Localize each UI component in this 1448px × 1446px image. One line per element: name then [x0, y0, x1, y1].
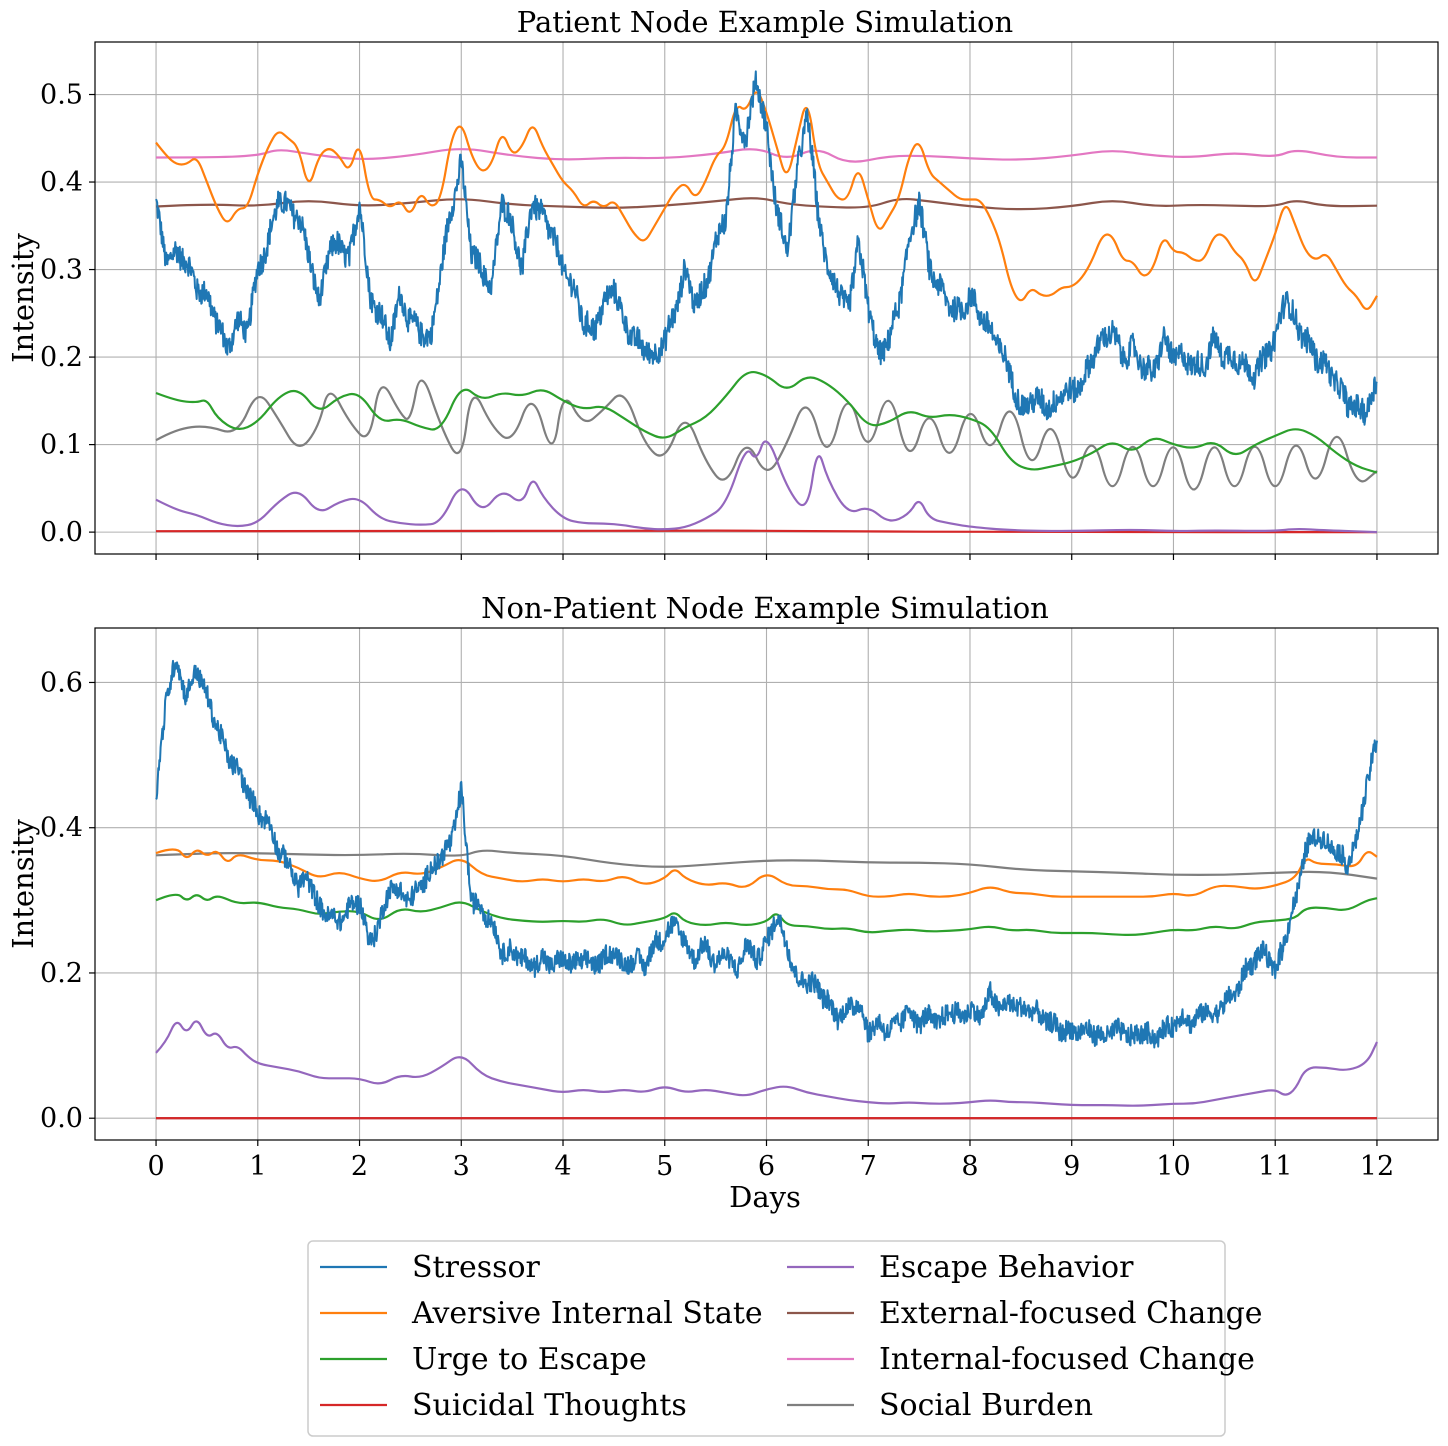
- y-tick-label: 0.0: [40, 517, 83, 548]
- legend-label-external-focused-change: External-focused Change: [879, 1296, 1263, 1331]
- y-tick-label: 0.4: [40, 167, 83, 198]
- x-tick-label: 4: [554, 1151, 571, 1182]
- bottom-ylabel: Intensity: [6, 818, 40, 948]
- y-tick-label: 0.4: [40, 813, 83, 844]
- patient-panel: Patient Node Example Simulation 0.00.10.…: [6, 5, 1439, 560]
- y-tick-label: 0.5: [40, 80, 83, 111]
- legend-entries: Stressor Aversive Internal State Urge to E…: [320, 1250, 1263, 1423]
- top-series-layer: [155, 70, 1378, 534]
- bottom-chart-title: Non-Patient Node Example Simulation: [481, 591, 1049, 625]
- legend-label-suicidal-thoughts: Suicidal Thoughts: [412, 1388, 687, 1423]
- bottom-series-stressor: [155, 659, 1378, 1049]
- legend-label-aversive-internal-state: Aversive Internal State: [411, 1296, 763, 1331]
- legend-frame: [307, 1240, 1226, 1437]
- bottom-series-aversive-internal-state: [155, 848, 1378, 898]
- y-tick-label: 0.6: [40, 667, 83, 698]
- x-tick-label: 11: [1258, 1151, 1292, 1182]
- x-tick-label: 10: [1156, 1151, 1190, 1182]
- x-tick-label: 1: [249, 1151, 266, 1182]
- x-tick-label: 9: [1063, 1151, 1080, 1182]
- y-tick-label: 0.3: [40, 255, 83, 286]
- top-xticks: [155, 554, 1378, 560]
- legend-label-escape-behavior: Escape Behavior: [879, 1250, 1134, 1285]
- y-tick-label: 0.2: [40, 342, 83, 373]
- top-series-urge-to-escape: [155, 370, 1378, 474]
- x-tick-label: 6: [758, 1151, 775, 1182]
- x-tick-label: 2: [351, 1151, 368, 1182]
- x-tick-label: 8: [961, 1151, 978, 1182]
- x-tick-label: 12: [1360, 1151, 1394, 1182]
- x-tick-label: 5: [656, 1151, 673, 1182]
- bottom-series-escape-behavior: [155, 1020, 1378, 1107]
- x-tick-label: 3: [453, 1151, 470, 1182]
- legend: Stressor Aversive Internal State Urge to E…: [307, 1240, 1263, 1437]
- bottom-xlabel: Days: [729, 1180, 801, 1214]
- bottom-series-social-burden: [155, 849, 1378, 880]
- top-series-escape-behavior: [155, 440, 1378, 534]
- y-tick-label: 0.0: [40, 1103, 83, 1134]
- legend-label-urge-to-escape: Urge to Escape: [412, 1342, 647, 1377]
- y-tick-label: 0.1: [40, 430, 83, 461]
- top-series-stressor: [155, 70, 1378, 426]
- top-grid: [95, 42, 1438, 554]
- legend-label-internal-focused-change: Internal-focused Change: [879, 1342, 1255, 1377]
- top-series-social-burden: [155, 379, 1378, 491]
- x-tick-label: 0: [147, 1151, 164, 1182]
- legend-label-social-burden: Social Burden: [879, 1388, 1093, 1423]
- top-yticks: 0.0 0.1 0.2 0.3 0.4 0.5: [40, 80, 95, 548]
- bottom-yticks: 0.0 0.2 0.4 0.6: [40, 667, 95, 1134]
- legend-label-stressor: Stressor: [412, 1250, 541, 1285]
- bottom-xticks: 0 1 2 3 4 5 6 7 8 9 10 11 12: [147, 1140, 1394, 1182]
- bottom-series-layer: [155, 659, 1378, 1120]
- top-chart-title: Patient Node Example Simulation: [517, 5, 1013, 39]
- top-series-aversive-internal-state: [155, 91, 1378, 311]
- top-ylabel: Intensity: [6, 232, 40, 362]
- x-tick-label: 7: [860, 1151, 877, 1182]
- bottom-series-urge-to-escape: [155, 893, 1378, 937]
- top-series-external-focused-change: [155, 197, 1378, 211]
- y-tick-label: 0.2: [40, 958, 83, 989]
